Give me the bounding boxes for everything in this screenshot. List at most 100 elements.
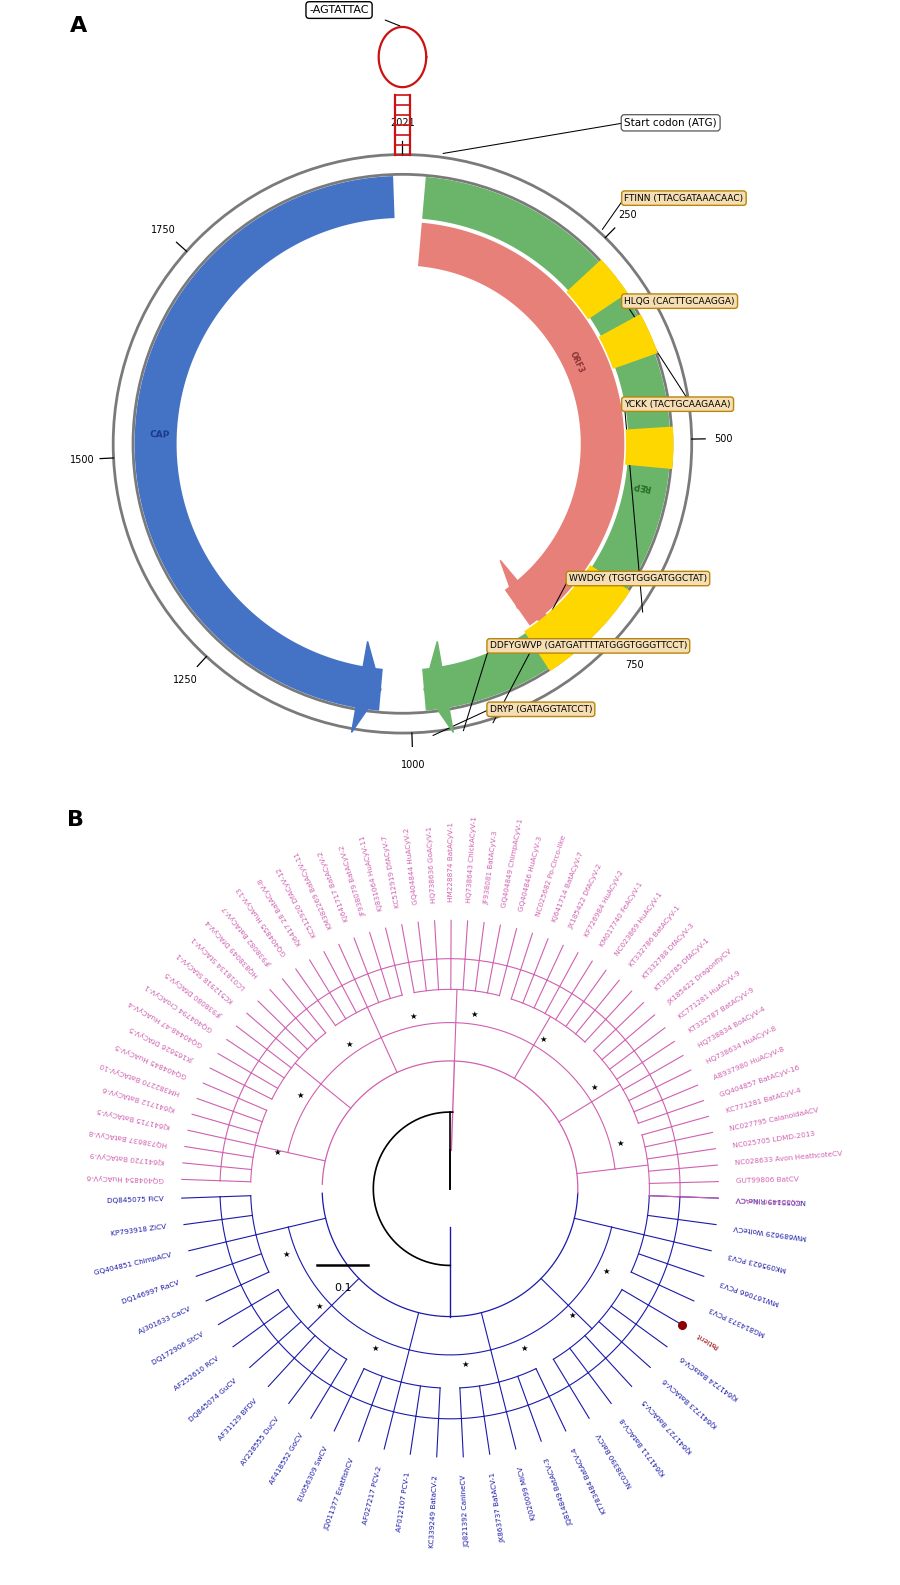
Text: 2021: 2021 [390, 117, 415, 128]
Text: WWDGY (TGGTGGGATGGCTAT): WWDGY (TGGTGGGATGGCTAT) [569, 574, 707, 583]
Text: HLQG (CACTTGCAAGGA): HLQG (CACTTGCAAGGA) [625, 296, 734, 306]
Text: ★: ★ [590, 1083, 598, 1092]
Text: JQ814849 BatACV-3: JQ814849 BatACV-3 [544, 1457, 574, 1526]
Text: KJ6417 28 BatACyV-8: KJ6417 28 BatACyV-8 [257, 877, 302, 946]
Text: HQ738834 BoACyV-4: HQ738834 BoACyV-4 [698, 1006, 767, 1049]
Text: ★: ★ [616, 1138, 624, 1148]
Text: AJ301633 CaCV: AJ301633 CaCV [138, 1306, 191, 1335]
Text: A: A [69, 16, 87, 36]
Polygon shape [500, 561, 562, 634]
Text: ★: ★ [602, 1266, 609, 1276]
Text: MG814373 PCV3: MG814373 PCV3 [709, 1306, 767, 1336]
Text: ★: ★ [315, 1303, 323, 1311]
Text: 500: 500 [714, 434, 733, 444]
Text: KT332787 BatACyV-9: KT332787 BatACyV-9 [688, 987, 755, 1033]
Text: HQ738636 GoACyV-1: HQ738636 GoACyV-1 [426, 826, 436, 903]
Text: 1750: 1750 [150, 225, 176, 235]
Text: GQ40448-47 HuACyV-4: GQ40448-47 HuACyV-4 [128, 1000, 204, 1048]
Text: ★: ★ [345, 1040, 353, 1049]
Text: KC771281 HuACyV-9: KC771281 HuACyV-9 [678, 970, 742, 1019]
Text: KT332785 DfACyV-1: KT332785 DfACyV-1 [654, 938, 711, 992]
Text: JF938081 BatACyV-3: JF938081 BatACyV-3 [483, 831, 499, 905]
Text: KJ641720 BatACyV-9: KJ641720 BatACyV-9 [90, 1151, 166, 1163]
Text: DQ845074 GuCV: DQ845074 GuCV [188, 1377, 238, 1423]
Text: AF012107 PCV-1: AF012107 PCV-1 [396, 1471, 410, 1533]
Text: KJ020099 MiCV: KJ020099 MiCV [518, 1466, 536, 1520]
Text: JX185422 DragonflyCV: JX185422 DragonflyCV [666, 948, 733, 1005]
Text: JX185422 DfACyV-2: JX185422 DfACyV-2 [568, 864, 604, 930]
Text: JF938082 BatACyV-7: JF938082 BatACyV-7 [222, 905, 274, 967]
Text: 250: 250 [618, 209, 637, 220]
Text: ★: ★ [569, 1311, 576, 1320]
Text: KC512918 StACyV-1: KC512918 StACyV-1 [176, 951, 235, 1003]
Text: MK095623 PCV3: MK095623 PCV3 [728, 1252, 788, 1271]
Text: GQ404854 HuACyV-6: GQ404854 HuACyV-6 [86, 1173, 164, 1182]
Text: NC038390 BatCV: NC038390 BatCV [596, 1431, 634, 1488]
Text: KT332788 DfACyV-3: KT332788 DfACyV-3 [642, 922, 695, 980]
Polygon shape [418, 223, 625, 626]
Text: GQ404846 HuACyV-3: GQ404846 HuACyV-3 [518, 835, 543, 911]
Text: KJ641714 BatACyV-7: KJ641714 BatACyV-7 [552, 851, 585, 924]
Text: DRYP (GATAGGTATCCT): DRYP (GATAGGTATCCT) [490, 705, 592, 713]
Text: -AGTATTAC: -AGTATTAC [310, 5, 369, 14]
Polygon shape [566, 260, 627, 319]
Polygon shape [569, 566, 630, 624]
Text: Start codon (ATG): Start codon (ATG) [625, 117, 717, 128]
Polygon shape [625, 426, 673, 469]
Text: CAP: CAP [149, 431, 169, 441]
Text: KM017740 FeACyV-1: KM017740 FeACyV-1 [599, 881, 644, 948]
Text: KM382269 BatACyV-11: KM382269 BatACyV-11 [294, 851, 334, 929]
Text: KC512920 DfACyV-12: KC512920 DfACyV-12 [276, 865, 319, 937]
Text: ★: ★ [471, 1010, 478, 1019]
Text: MW689629 WolteCV: MW689629 WolteCV [734, 1224, 807, 1239]
Text: ★: ★ [372, 1344, 379, 1354]
Text: LC018134 StACyV-1: LC018134 StACyV-1 [192, 935, 248, 991]
Polygon shape [524, 610, 584, 670]
Polygon shape [352, 642, 381, 732]
Text: GQ404856 HuACV: GQ404856 HuACV [736, 1195, 803, 1205]
Text: 1250: 1250 [173, 675, 197, 685]
Polygon shape [424, 642, 454, 732]
Text: 750: 750 [626, 659, 644, 670]
Text: EU056309 SwCV: EU056309 SwCV [298, 1446, 329, 1503]
Polygon shape [549, 588, 610, 648]
Text: AF252610 RCV: AF252610 RCV [174, 1355, 220, 1392]
Text: KF726984 HuACyV-2: KF726984 HuACyV-2 [584, 870, 625, 938]
Polygon shape [422, 178, 670, 710]
Text: HM382270 BatACyV-10: HM382270 BatACyV-10 [100, 1062, 182, 1095]
Text: AF027217 PCV-2: AF027217 PCV-2 [362, 1466, 382, 1526]
Text: Patient: Patient [696, 1331, 720, 1349]
Text: ★: ★ [274, 1148, 281, 1157]
Text: NC023869 HuACyV-1: NC023869 HuACyV-1 [614, 892, 663, 957]
Text: ★: ★ [297, 1090, 304, 1100]
Text: GQ404851 ChimpACV: GQ404851 ChimpACV [94, 1252, 172, 1276]
Text: GQ404794 CroACyV-1: GQ404794 CroACyV-1 [144, 983, 213, 1032]
Text: GQ404857 BatACyV-16: GQ404857 BatACyV-16 [719, 1064, 801, 1097]
Text: ★: ★ [410, 1011, 417, 1021]
Text: JF938080 DfACyV-5: JF938080 DfACyV-5 [165, 970, 224, 1018]
Text: JX165626 DfACyV-5: JX165626 DfACyV-5 [130, 1025, 195, 1064]
Text: GUT99806 BatCV: GUT99806 BatCV [736, 1176, 799, 1184]
Text: B: B [67, 810, 84, 831]
Text: KT783484 BatACV-4: KT783484 BatACV-4 [571, 1446, 608, 1514]
Text: ★: ★ [540, 1035, 547, 1043]
Text: KJ641724 BataCV-6: KJ641724 BataCV-6 [680, 1355, 740, 1401]
Text: KC512919 DfACyV-7: KC512919 DfACyV-7 [382, 834, 401, 908]
Text: 0.1: 0.1 [334, 1284, 351, 1293]
Text: MW167066 PCV3: MW167066 PCV3 [720, 1279, 780, 1306]
Text: KP793918 ZiCV: KP793918 ZiCV [110, 1224, 166, 1238]
Text: NC055149 RiNe-CV: NC055149 RiNe-CV [736, 1195, 806, 1205]
Text: AF418552 GoCV: AF418552 GoCV [268, 1431, 304, 1485]
Text: HQ838049 DfACyV-4: HQ838049 DfACyV-4 [205, 919, 260, 978]
Text: JF938079 BatACyV-2: JF938079 BatACyV-2 [339, 843, 367, 916]
Text: JQ821392 CanineCV: JQ821392 CanineCV [461, 1474, 471, 1547]
Text: KJ641723 BatACV-6: KJ641723 BatACV-6 [662, 1377, 718, 1428]
Text: NC025705 LDMD-2013: NC025705 LDMD-2013 [733, 1130, 815, 1149]
Text: NC027795 CalanoidaACV: NC027795 CalanoidaACV [729, 1106, 820, 1132]
Text: DQ172906 StCV: DQ172906 StCV [151, 1331, 204, 1366]
Text: YCKK (TACTGCAAGAAA): YCKK (TACTGCAAGAAA) [625, 399, 731, 409]
Text: GQ404845 HuACyV-5: GQ404845 HuACyV-5 [114, 1043, 188, 1079]
Text: JQ011377 EcatfishCV: JQ011377 EcatfishCV [324, 1457, 356, 1531]
Text: AF31129 BFDV: AF31129 BFDV [218, 1398, 258, 1441]
Text: REP: REP [633, 480, 652, 491]
